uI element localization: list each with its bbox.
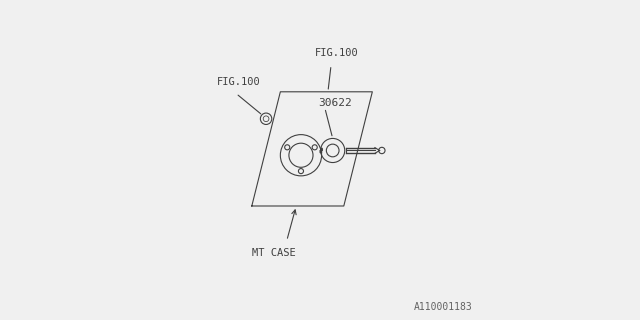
Text: A110001183: A110001183 [413, 302, 472, 312]
Text: 30622: 30622 [319, 98, 352, 108]
Text: MT CASE: MT CASE [252, 248, 296, 258]
Text: FIG.100: FIG.100 [316, 49, 359, 59]
Text: FIG.100: FIG.100 [217, 77, 260, 87]
